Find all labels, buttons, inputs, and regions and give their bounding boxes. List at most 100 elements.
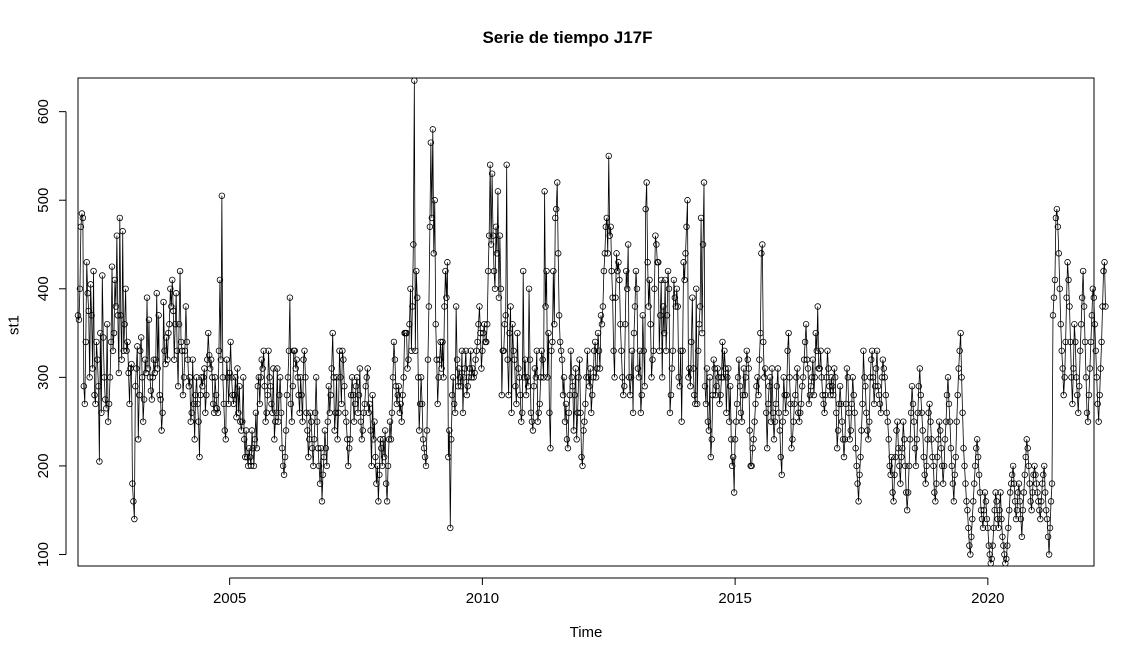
data-point — [908, 383, 916, 390]
data-point — [236, 383, 243, 390]
data-point — [316, 480, 324, 487]
data-point — [669, 347, 677, 354]
data-point — [628, 347, 636, 354]
data-point — [311, 436, 318, 443]
data-point — [997, 489, 1004, 496]
data-point — [878, 374, 886, 381]
data-point — [1003, 555, 1010, 563]
data-point — [578, 453, 585, 461]
data-point — [553, 205, 560, 213]
data-point — [108, 263, 116, 270]
data-point — [505, 391, 512, 399]
data-point — [1048, 480, 1056, 487]
data-point — [300, 356, 307, 363]
data-point — [213, 405, 221, 412]
data-point — [416, 400, 424, 408]
data-point — [192, 391, 199, 399]
data-point — [941, 436, 949, 443]
data-point — [698, 329, 706, 337]
data-point — [352, 383, 360, 390]
data-point — [907, 409, 915, 416]
data-point — [392, 383, 400, 390]
data-point — [832, 374, 839, 381]
data-point — [560, 374, 568, 381]
data-point — [915, 383, 923, 390]
data-point — [940, 462, 948, 470]
data-point — [684, 197, 691, 204]
data-point — [1062, 338, 1069, 346]
data-point — [276, 374, 284, 381]
data-point — [784, 347, 791, 354]
data-point — [133, 365, 140, 372]
data-point — [432, 321, 439, 328]
data-point — [1055, 250, 1063, 257]
data-point — [834, 427, 842, 434]
data-point — [167, 285, 174, 292]
data-point — [972, 462, 979, 470]
data-point — [625, 374, 633, 381]
data-point — [469, 365, 476, 372]
data-point — [955, 365, 962, 372]
data-point — [727, 383, 734, 390]
data-point — [880, 365, 888, 372]
data-point — [607, 223, 614, 230]
data-point — [106, 374, 114, 381]
data-point — [926, 400, 933, 408]
data-point — [208, 374, 216, 381]
data-point — [1051, 276, 1059, 284]
data-point — [276, 391, 283, 399]
data-point — [207, 356, 215, 363]
data-point — [777, 453, 784, 461]
data-point — [1079, 267, 1087, 275]
data-point — [936, 418, 943, 425]
chart-title: Serie de tiempo J17F — [482, 28, 653, 47]
data-point — [534, 418, 541, 425]
data-point — [181, 347, 189, 354]
data-point — [865, 436, 872, 443]
data-point — [1036, 507, 1043, 514]
data-point — [631, 303, 639, 310]
data-point — [603, 214, 610, 222]
data-point — [641, 383, 648, 390]
data-point — [104, 418, 112, 425]
data-point — [549, 338, 556, 346]
data-point — [702, 400, 710, 408]
data-point — [249, 445, 257, 452]
data-point — [372, 453, 379, 461]
data-point — [886, 462, 893, 470]
data-point — [209, 400, 217, 408]
data-point — [931, 489, 938, 496]
data-point — [840, 453, 848, 461]
data-point — [179, 391, 187, 399]
data-point — [1045, 551, 1053, 558]
data-point — [552, 214, 559, 222]
data-point — [989, 542, 996, 549]
data-point — [229, 391, 236, 399]
data-point — [762, 365, 769, 372]
data-point — [301, 347, 308, 354]
data-point — [801, 338, 809, 346]
data-point — [506, 329, 513, 337]
data-point — [897, 480, 904, 487]
data-point — [782, 409, 789, 416]
data-point — [643, 179, 650, 186]
data-point — [754, 374, 761, 381]
data-point — [287, 400, 295, 408]
data-point — [511, 356, 518, 363]
data-point — [691, 391, 698, 399]
data-point — [828, 374, 835, 381]
data-point — [562, 400, 570, 408]
data-point — [92, 400, 99, 408]
data-point — [375, 498, 382, 505]
data-point — [704, 418, 712, 425]
data-point — [928, 436, 935, 443]
data-point — [248, 427, 256, 434]
data-point — [425, 303, 433, 310]
data-point — [502, 312, 509, 319]
data-point — [921, 471, 928, 478]
data-point — [1038, 498, 1045, 505]
data-point — [168, 303, 175, 310]
data-point — [446, 427, 453, 434]
data-point — [363, 374, 370, 381]
data-point — [1023, 436, 1030, 443]
